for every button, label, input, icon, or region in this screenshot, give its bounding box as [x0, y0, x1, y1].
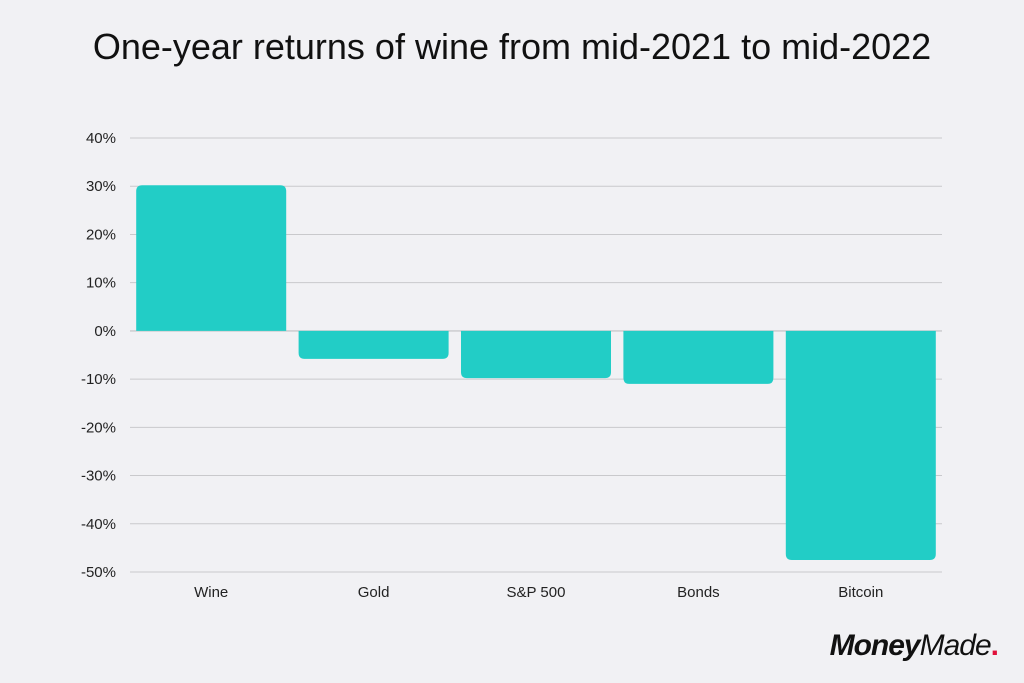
bar-wine — [136, 185, 287, 331]
bar-bonds — [623, 330, 774, 384]
y-tick-label: -10% — [81, 371, 116, 388]
y-tick-label: -30% — [81, 468, 116, 485]
x-category-label: Wine — [194, 584, 228, 601]
bar-bitcoin — [785, 330, 936, 560]
y-tick-label: 20% — [86, 226, 116, 243]
x-category-label: S&P 500 — [507, 584, 566, 601]
logo-dot: . — [990, 629, 999, 662]
logo-money: Money — [829, 629, 921, 662]
y-tick-label: -50% — [81, 564, 116, 581]
logo-made: Made — [919, 629, 992, 662]
moneymade-logo: MoneyMade. — [829, 629, 999, 663]
y-tick-label: 0% — [94, 323, 116, 340]
x-category-label: Gold — [358, 584, 390, 601]
y-tick-label: -20% — [81, 419, 116, 436]
y-tick-label: 10% — [86, 275, 116, 292]
x-axis-categories: Wine Gold S&P 500 Bonds Bitcoin — [194, 584, 883, 601]
bar-s-p-500 — [461, 330, 611, 379]
y-tick-label: -40% — [81, 516, 116, 533]
bars — [136, 185, 936, 560]
y-axis-ticks: 40% 30% 20% 10% 0% -10% -20% -30% -40% -50% — [81, 130, 116, 581]
y-tick-label: 40% — [86, 130, 116, 147]
chart-title: One-year returns of wine from mid-2021 t… — [92, 26, 932, 67]
y-tick-label: 30% — [86, 178, 116, 195]
bar-gold — [298, 330, 449, 359]
x-category-label: Bitcoin — [838, 584, 883, 601]
x-category-label: Bonds — [677, 584, 720, 601]
